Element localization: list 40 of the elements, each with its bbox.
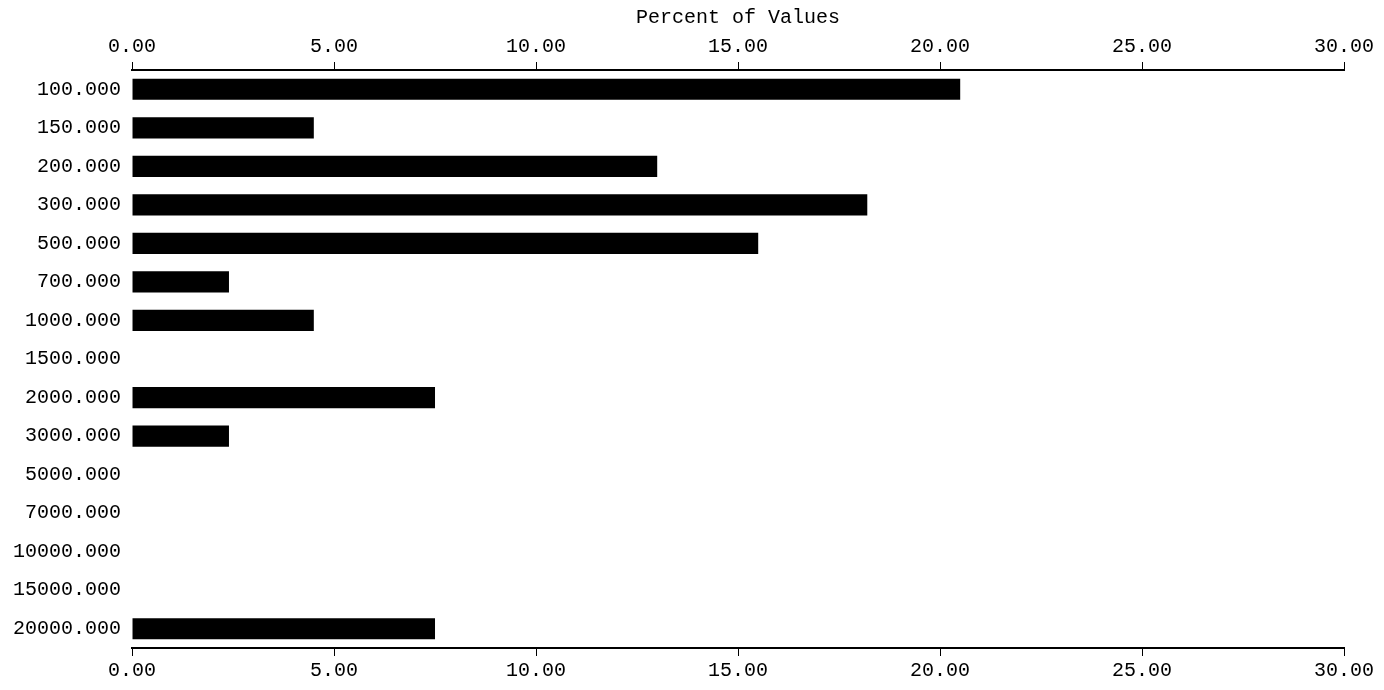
y-tick-label: 150.000 [37, 116, 122, 140]
bar [132, 271, 229, 293]
y-tick-label: 1000.000 [25, 308, 122, 332]
x2-tick-label: 5.00 [310, 659, 359, 683]
x2-tick-label: 25.00 [1112, 659, 1173, 683]
bar [132, 425, 229, 447]
y-tick-label: 2000.000 [25, 385, 122, 409]
x-tick-label: 15.00 [708, 35, 769, 59]
x-tick-label: 20.00 [910, 35, 971, 59]
x2-tick-label: 10.00 [506, 659, 567, 683]
y-tick-label: 7000.000 [25, 501, 122, 525]
x-tick-label: 0.00 [108, 35, 157, 59]
y-tick-label: 700.000 [37, 270, 122, 294]
y-tick-label: 1500.000 [25, 347, 122, 371]
x2-tick-label: 20.00 [910, 659, 971, 683]
x2-tick-label: 15.00 [708, 659, 769, 683]
bar [132, 117, 314, 139]
x-tick-label: 5.00 [310, 35, 359, 59]
bar [132, 386, 436, 409]
x-tick-label: 10.00 [506, 35, 567, 59]
x-tick-label: 30.00 [1313, 35, 1375, 59]
y-tick-label: 3000.000 [25, 424, 122, 448]
y-tick-label: 500.000 [37, 231, 122, 255]
x2-tick-label: 30.00 [1313, 659, 1375, 683]
y-tick-label: 300.000 [37, 193, 122, 217]
bar [132, 194, 868, 216]
y-tick-label: 200.000 [37, 154, 122, 178]
bar [132, 618, 436, 640]
y-tick-label: 5000.000 [25, 462, 122, 486]
bar [132, 78, 961, 100]
y-tick-label: 20000.000 [12, 617, 122, 641]
y-tick-label: 15000.000 [12, 578, 122, 602]
x2-axis-title: Percent of Values [635, 6, 841, 30]
bar [132, 155, 658, 177]
x2-tick-label: 0.00 [108, 659, 157, 683]
bar [132, 232, 759, 254]
bar [132, 309, 314, 332]
y-tick-label: 100.000 [37, 77, 122, 101]
y-tick-label: 10000.000 [12, 539, 122, 563]
x-tick-label: 25.00 [1112, 35, 1173, 59]
